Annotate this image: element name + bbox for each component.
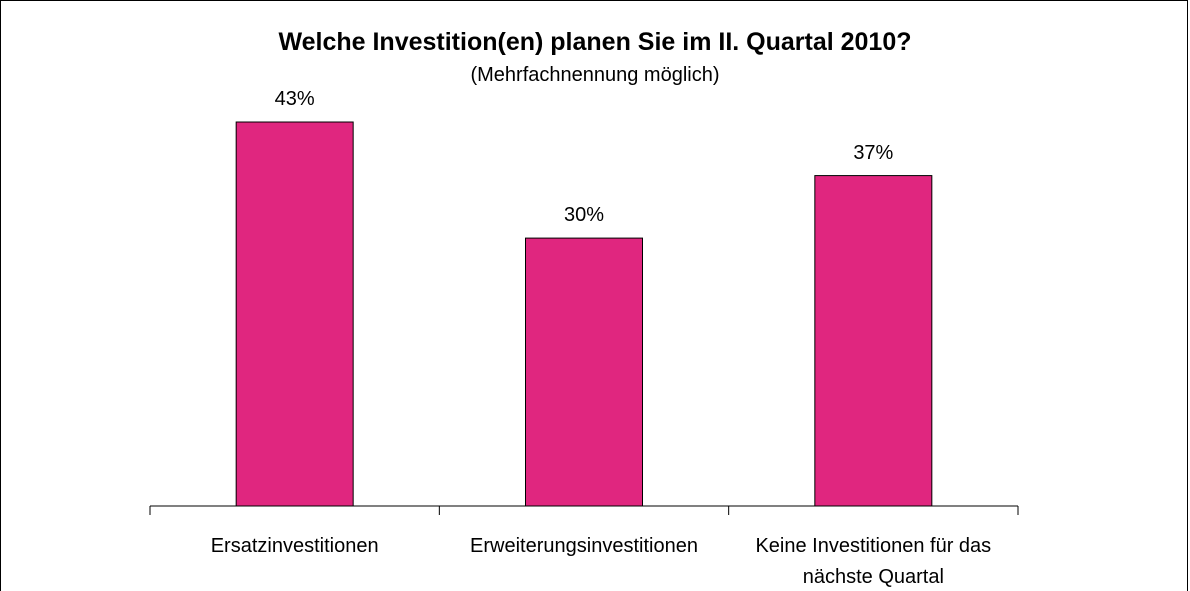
x-tick-label: Ersatzinvestitionen [210, 535, 379, 557]
value-label: 30% [563, 204, 605, 227]
bar [235, 121, 354, 507]
chart-subtitle: (Mehrfachnennung möglich) [470, 64, 720, 86]
value-label: 37% [853, 141, 894, 164]
x-tick-label: Keine Investitionen für das nächste Quar… [755, 535, 992, 588]
chart-title: Welche Investition(en) planen Sie im II.… [278, 28, 912, 56]
value-label: 43% [274, 88, 315, 110]
bar [525, 237, 643, 507]
x-tick-label: Erweiterungsinvestitionen [470, 535, 698, 557]
bar [814, 175, 933, 507]
